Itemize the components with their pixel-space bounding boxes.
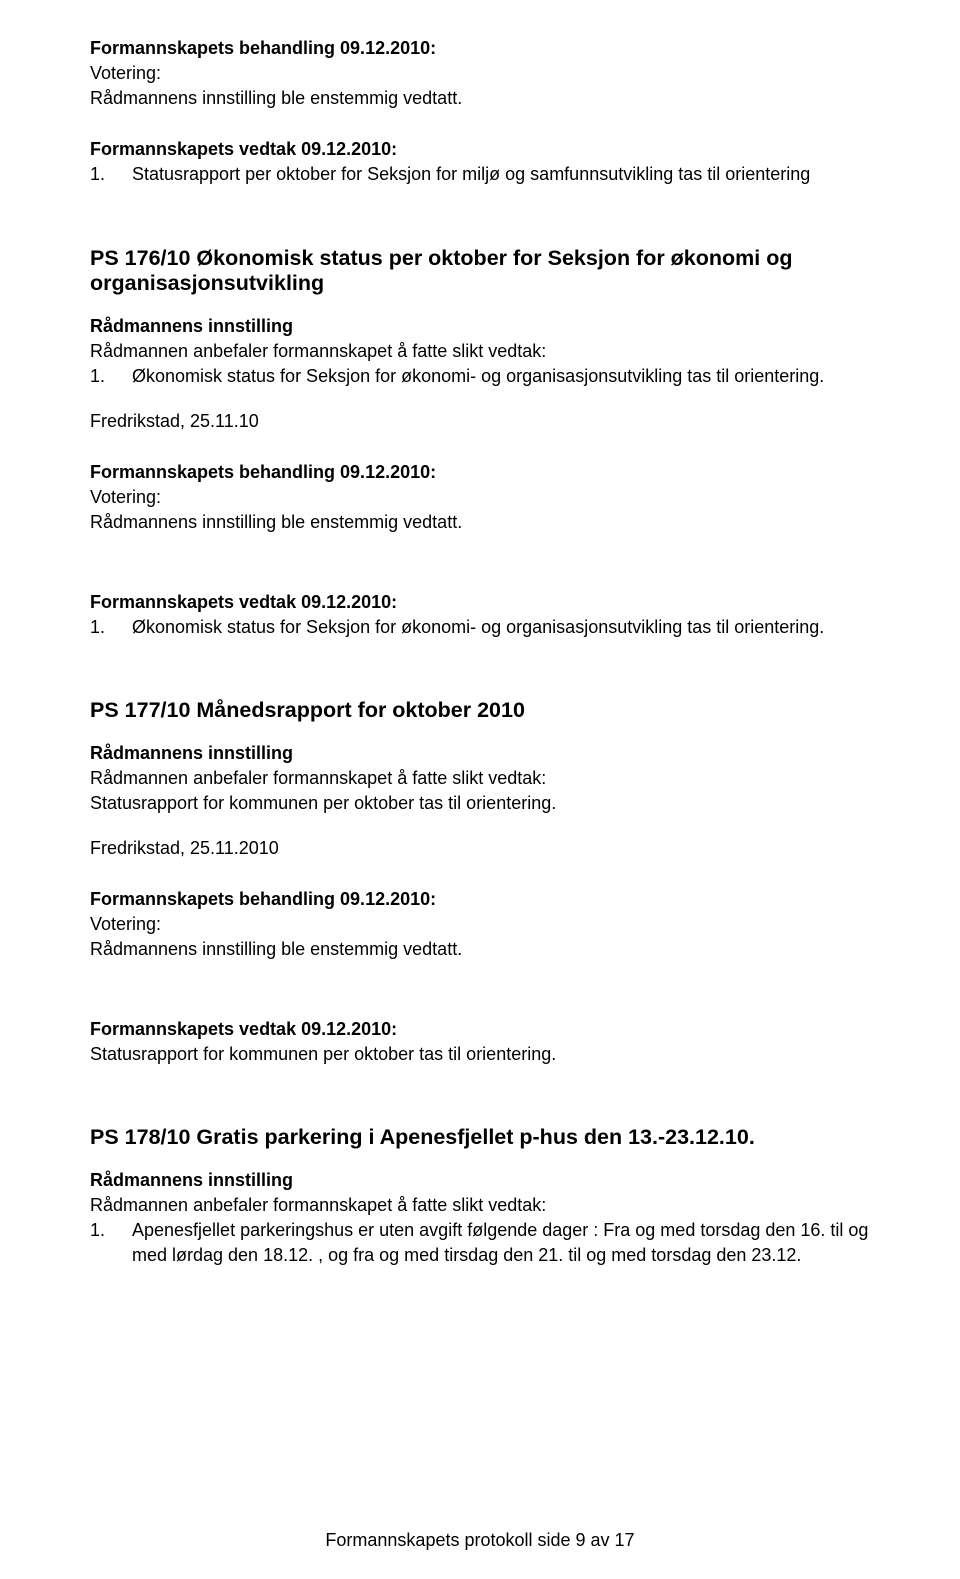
innstilling-intro-177: Rådmannen anbefaler formannskapet å fatt… xyxy=(90,766,870,791)
votering-label-2: Votering: xyxy=(90,485,870,510)
innstilling-intro-176: Rådmannen anbefaler formannskapet å fatt… xyxy=(90,339,870,364)
item-text: Økonomisk status for Seksjon for økonomi… xyxy=(132,615,870,640)
item-number: 1. xyxy=(90,162,112,187)
innstilling-label-178: Rådmannens innstilling xyxy=(90,1170,870,1191)
vedtak-title-1: Formannskapets vedtak 09.12.2010: xyxy=(90,139,870,160)
vedtak-text-3: Statusrapport for kommunen per oktober t… xyxy=(90,1042,870,1067)
item-number: 1. xyxy=(90,364,112,389)
vedtak-item-2: 1. Økonomisk status for Seksjon for økon… xyxy=(90,615,870,640)
behandling-title-2: Formannskapets behandling 09.12.2010: xyxy=(90,462,870,483)
ps-176-heading: PS 176/10 Økonomisk status per oktober f… xyxy=(90,246,870,296)
innstilling-item-176: 1. Økonomisk status for Seksjon for økon… xyxy=(90,364,870,389)
ps-177-block: PS 177/10 Månedsrapport for oktober 2010… xyxy=(90,698,870,862)
votering-text-3: Rådmannens innstilling ble enstemmig ved… xyxy=(90,937,870,962)
votering-label-3: Votering: xyxy=(90,912,870,937)
vedtak-item-1: 1. Statusrapport per oktober for Seksjon… xyxy=(90,162,870,187)
item-number: 1. xyxy=(90,615,112,640)
vedtak-block-1: Formannskapets vedtak 09.12.2010: 1. Sta… xyxy=(90,139,870,187)
date-176: Fredrikstad, 25.11.10 xyxy=(90,409,870,434)
behandling-block-1: Formannskapets behandling 09.12.2010: Vo… xyxy=(90,38,870,111)
votering-text-2: Rådmannens innstilling ble enstemmig ved… xyxy=(90,510,870,535)
innstilling-text-177: Statusrapport for kommunen per oktober t… xyxy=(90,791,870,816)
item-text: Apenesfjellet parkeringshus er uten avgi… xyxy=(132,1218,870,1268)
innstilling-item-178: 1. Apenesfjellet parkeringshus er uten a… xyxy=(90,1218,870,1268)
innstilling-intro-178: Rådmannen anbefaler formannskapet å fatt… xyxy=(90,1193,870,1218)
behandling-block-3: Formannskapets behandling 09.12.2010: Vo… xyxy=(90,889,870,962)
votering-label-1: Votering: xyxy=(90,61,870,86)
behandling-title-3: Formannskapets behandling 09.12.2010: xyxy=(90,889,870,910)
vedtak-block-2: Formannskapets vedtak 09.12.2010: 1. Øko… xyxy=(90,592,870,640)
item-number: 1. xyxy=(90,1218,112,1268)
item-text: Statusrapport per oktober for Seksjon fo… xyxy=(132,162,870,187)
innstilling-label-176: Rådmannens innstilling xyxy=(90,316,870,337)
vedtak-block-3: Formannskapets vedtak 09.12.2010: Status… xyxy=(90,1019,870,1067)
behandling-title-1: Formannskapets behandling 09.12.2010: xyxy=(90,38,870,59)
ps-176-block: PS 176/10 Økonomisk status per oktober f… xyxy=(90,246,870,435)
ps-178-heading: PS 178/10 Gratis parkering i Apenesfjell… xyxy=(90,1125,870,1150)
innstilling-label-177: Rådmannens innstilling xyxy=(90,743,870,764)
page-footer: Formannskapets protokoll side 9 av 17 xyxy=(0,1530,960,1551)
item-text: Økonomisk status for Seksjon for økonomi… xyxy=(132,364,870,389)
vedtak-title-2: Formannskapets vedtak 09.12.2010: xyxy=(90,592,870,613)
vedtak-title-3: Formannskapets vedtak 09.12.2010: xyxy=(90,1019,870,1040)
behandling-block-2: Formannskapets behandling 09.12.2010: Vo… xyxy=(90,462,870,535)
date-177: Fredrikstad, 25.11.2010 xyxy=(90,836,870,861)
votering-text-1: Rådmannens innstilling ble enstemmig ved… xyxy=(90,86,870,111)
ps-178-block: PS 178/10 Gratis parkering i Apenesfjell… xyxy=(90,1125,870,1269)
ps-177-heading: PS 177/10 Månedsrapport for oktober 2010 xyxy=(90,698,870,723)
